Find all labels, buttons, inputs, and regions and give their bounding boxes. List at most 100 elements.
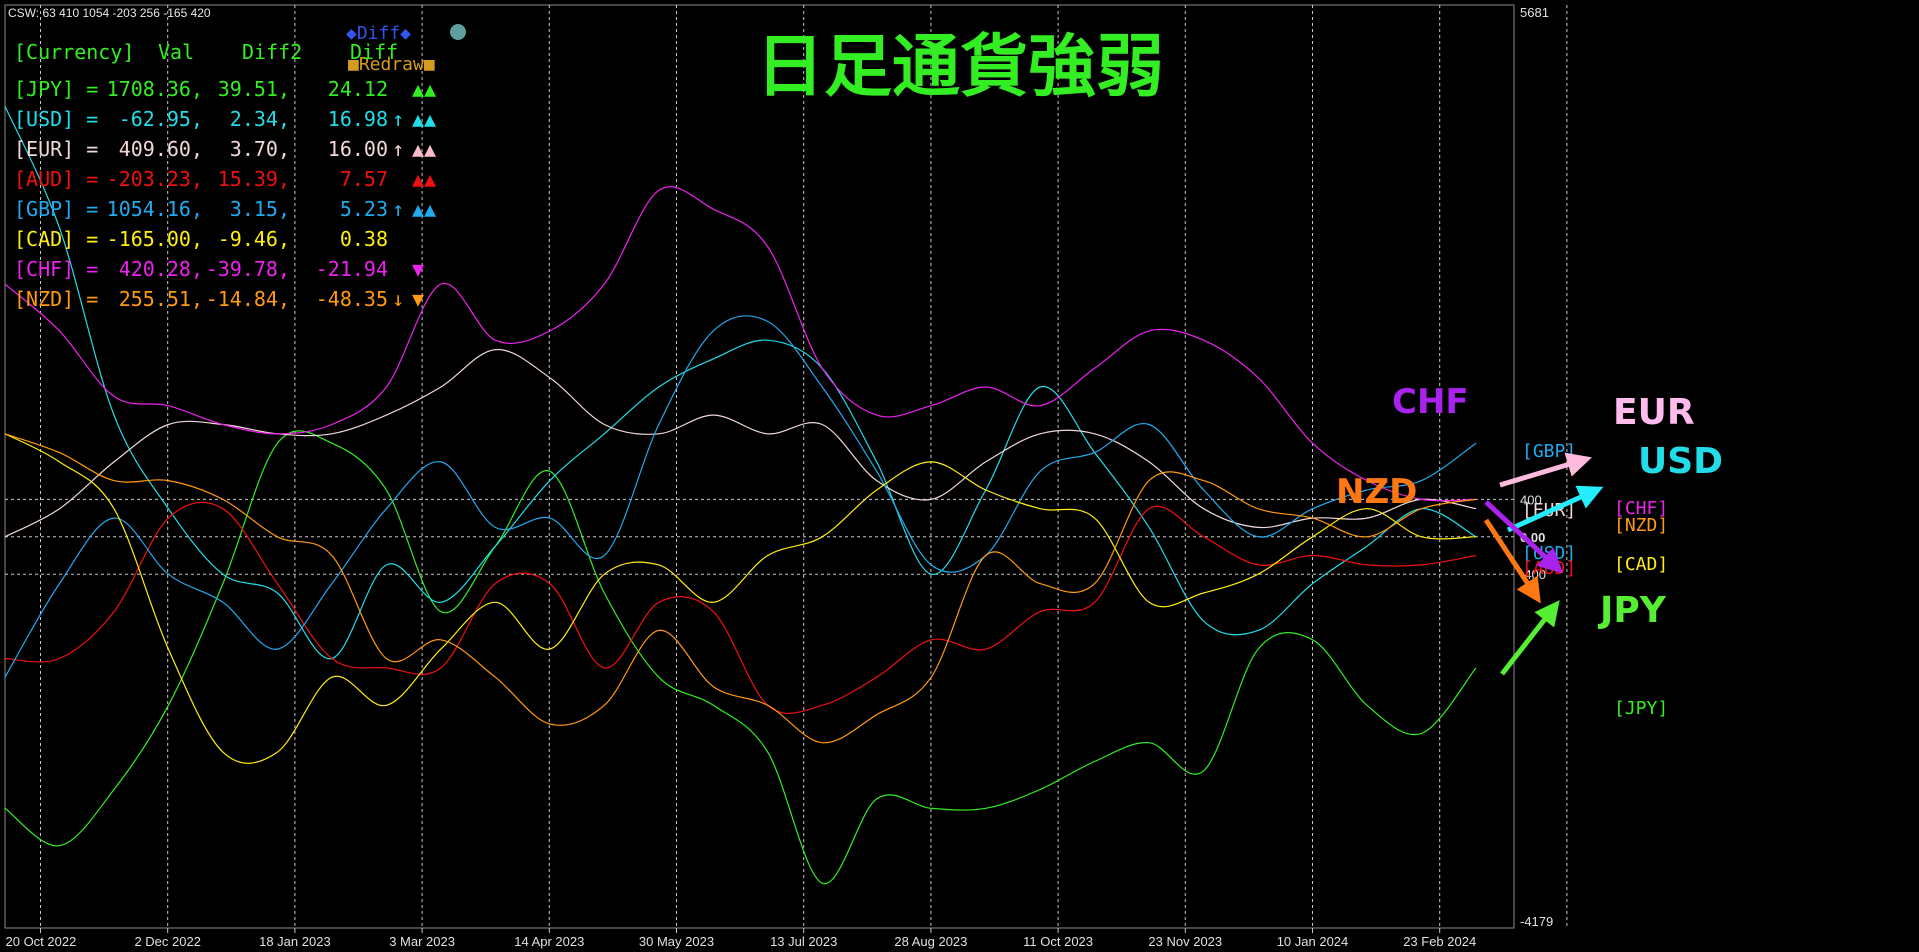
table-cell-diff: 24.12 [328, 77, 388, 101]
x-tick-label: 2 Dec 2022 [134, 934, 201, 949]
table-cell-marks: ▲▲ [412, 197, 436, 221]
table-cell-diff: -48.35 [316, 287, 388, 311]
annotation-usd: USD [1638, 441, 1723, 482]
table-cell-label: [AUD] = [14, 167, 98, 191]
series-line-aud [4, 501, 1477, 714]
table-header-val: Val [158, 40, 194, 64]
table-cell-val: 409.60, [119, 137, 203, 161]
x-tick-label: 10 Jan 2024 [1277, 934, 1349, 949]
y-tick-label: -4179 [1520, 914, 1553, 929]
table-cell-diff: -21.94 [316, 257, 388, 281]
table-cell-diff2: -9.46, [218, 227, 290, 251]
table-cell-marks: ▼ [412, 287, 424, 311]
table-cell-val: -203.23, [107, 167, 203, 191]
line-label: [JPY] [1614, 698, 1668, 719]
arrow-eur-up [1499, 452, 1592, 488]
table-cell-label: [CHF] = [14, 257, 98, 281]
annotation-jpy: JPY [1597, 590, 1667, 631]
line-label: [NZD] [1614, 515, 1668, 536]
line-label: [CAD] [1614, 554, 1668, 575]
annotation-chf: CHF [1392, 382, 1469, 422]
redraw-button[interactable]: ■Redraw■ [348, 54, 435, 75]
table-cell-diff: 0.38 [340, 227, 388, 251]
series-line-jpy [4, 430, 1477, 885]
x-tick-label: 28 Aug 2023 [894, 934, 967, 949]
indicator-header: CSW: 63 410 1054 -203 256 -165 420 [8, 6, 211, 20]
diff-toggle[interactable]: ◆Diff◆ [346, 23, 466, 44]
x-tick-label: 18 Jan 2023 [259, 934, 331, 949]
series-line-cad [4, 433, 1477, 764]
table-header-currency: [Currency] [14, 40, 134, 64]
table-header-diff2: Diff2 [242, 40, 302, 64]
circle-icon[interactable] [450, 24, 466, 40]
table-cell-marks: ▲▲ [412, 77, 436, 101]
y-tick-label: 400 [1520, 492, 1542, 507]
table-cell-diff2: 2.34, [230, 107, 290, 131]
series-line-eur [4, 348, 1477, 538]
diff-toggle-label[interactable]: ◆Diff◆ [346, 23, 411, 44]
table-cell-arrow: ↑ [392, 197, 404, 221]
x-tick-label: 20 Oct 2022 [6, 934, 77, 949]
annotation-eur: EUR [1613, 392, 1695, 433]
x-tick-label: 30 May 2023 [639, 934, 714, 949]
line-label: [GBP] [1522, 441, 1576, 462]
table-cell-arrow: ↑ [392, 107, 404, 131]
table-cell-diff: 7.57 [340, 167, 388, 191]
arrow-usd-up [1506, 485, 1604, 533]
table-cell-label: [EUR] = [14, 137, 98, 161]
table-cell-diff: 16.00 [328, 137, 388, 161]
annotations: CHF EUR USD NZD JPY [1336, 382, 1723, 631]
table-cell-label: [NZD] = [14, 287, 98, 311]
table-cell-diff: 5.23 [340, 197, 388, 221]
table-cell-label: [USD] = [14, 107, 98, 131]
table-cell-val: 255.51, [119, 287, 203, 311]
series-line-nzd [4, 433, 1477, 744]
table-cell-val: 1708.36, [107, 77, 203, 101]
table-cell-val: 420.28, [119, 257, 203, 281]
series-line-chf [4, 186, 1477, 502]
table-cell-marks: ▲▲ [412, 107, 436, 131]
table-cell-val: -165.00, [107, 227, 203, 251]
x-tick-label: 23 Feb 2024 [1403, 934, 1476, 949]
line-label: [CHF] [1614, 498, 1668, 519]
table-cell-label: [GBP] = [14, 197, 98, 221]
table-cell-diff2: 15.39, [218, 167, 290, 191]
table-cell-arrow: ↑ [392, 137, 404, 161]
chart-title: 日足通貨強弱 [756, 28, 1164, 107]
table-header-diff: Diff [350, 40, 398, 64]
x-tick-label: 14 Apr 2023 [514, 934, 584, 949]
series-lines [4, 105, 1477, 885]
annotation-arrows [1483, 452, 1604, 676]
x-axis: 20 Oct 2022 2 Dec 2022 18 Jan 2023 3 Mar 20… [6, 928, 1476, 949]
table-cell-marks: ▼ [412, 257, 424, 281]
table-cell-label: [JPY] = [14, 77, 98, 101]
series-line-gbp [4, 315, 1477, 678]
table-cell-diff2: -14.84, [206, 287, 290, 311]
x-tick-label: 13 Jul 2023 [770, 934, 837, 949]
x-tick-label: 11 Oct 2023 [1023, 934, 1093, 949]
table-cell-label: [CAD] = [14, 227, 98, 251]
currency-table: [Currency] Val Diff2 Diff [JPY] = 1708.36… [14, 40, 436, 311]
arrow-chf-down [1484, 500, 1564, 574]
table-cell-val: -62.95, [119, 107, 203, 131]
annotation-nzd: NZD [1336, 472, 1417, 512]
table-cell-diff2: 3.15, [230, 197, 290, 221]
plot-frame [4, 4, 1515, 929]
table-cell-diff: 16.98 [328, 107, 388, 131]
table-cell-val: 1054.16, [107, 197, 203, 221]
arrow-nzd-down [1483, 518, 1541, 604]
series-line-usd [4, 105, 1477, 660]
table-cell-marks: ▲▲ [412, 167, 436, 191]
table-cell-diff2: -39.78, [206, 257, 290, 281]
x-tick-label: 3 Mar 2023 [389, 934, 455, 949]
table-cell-marks: ▲▲ [412, 137, 436, 161]
table-cell-diff2: 39.51, [218, 77, 290, 101]
y-tick-label: 5681 [1520, 5, 1549, 20]
x-tick-label: 23 Nov 2023 [1148, 934, 1222, 949]
table-cell-arrow: ↓ [392, 287, 404, 311]
table-cell-diff2: 3.70, [230, 137, 290, 161]
grid [4, 4, 1568, 929]
arrow-jpy-up [1500, 600, 1560, 676]
